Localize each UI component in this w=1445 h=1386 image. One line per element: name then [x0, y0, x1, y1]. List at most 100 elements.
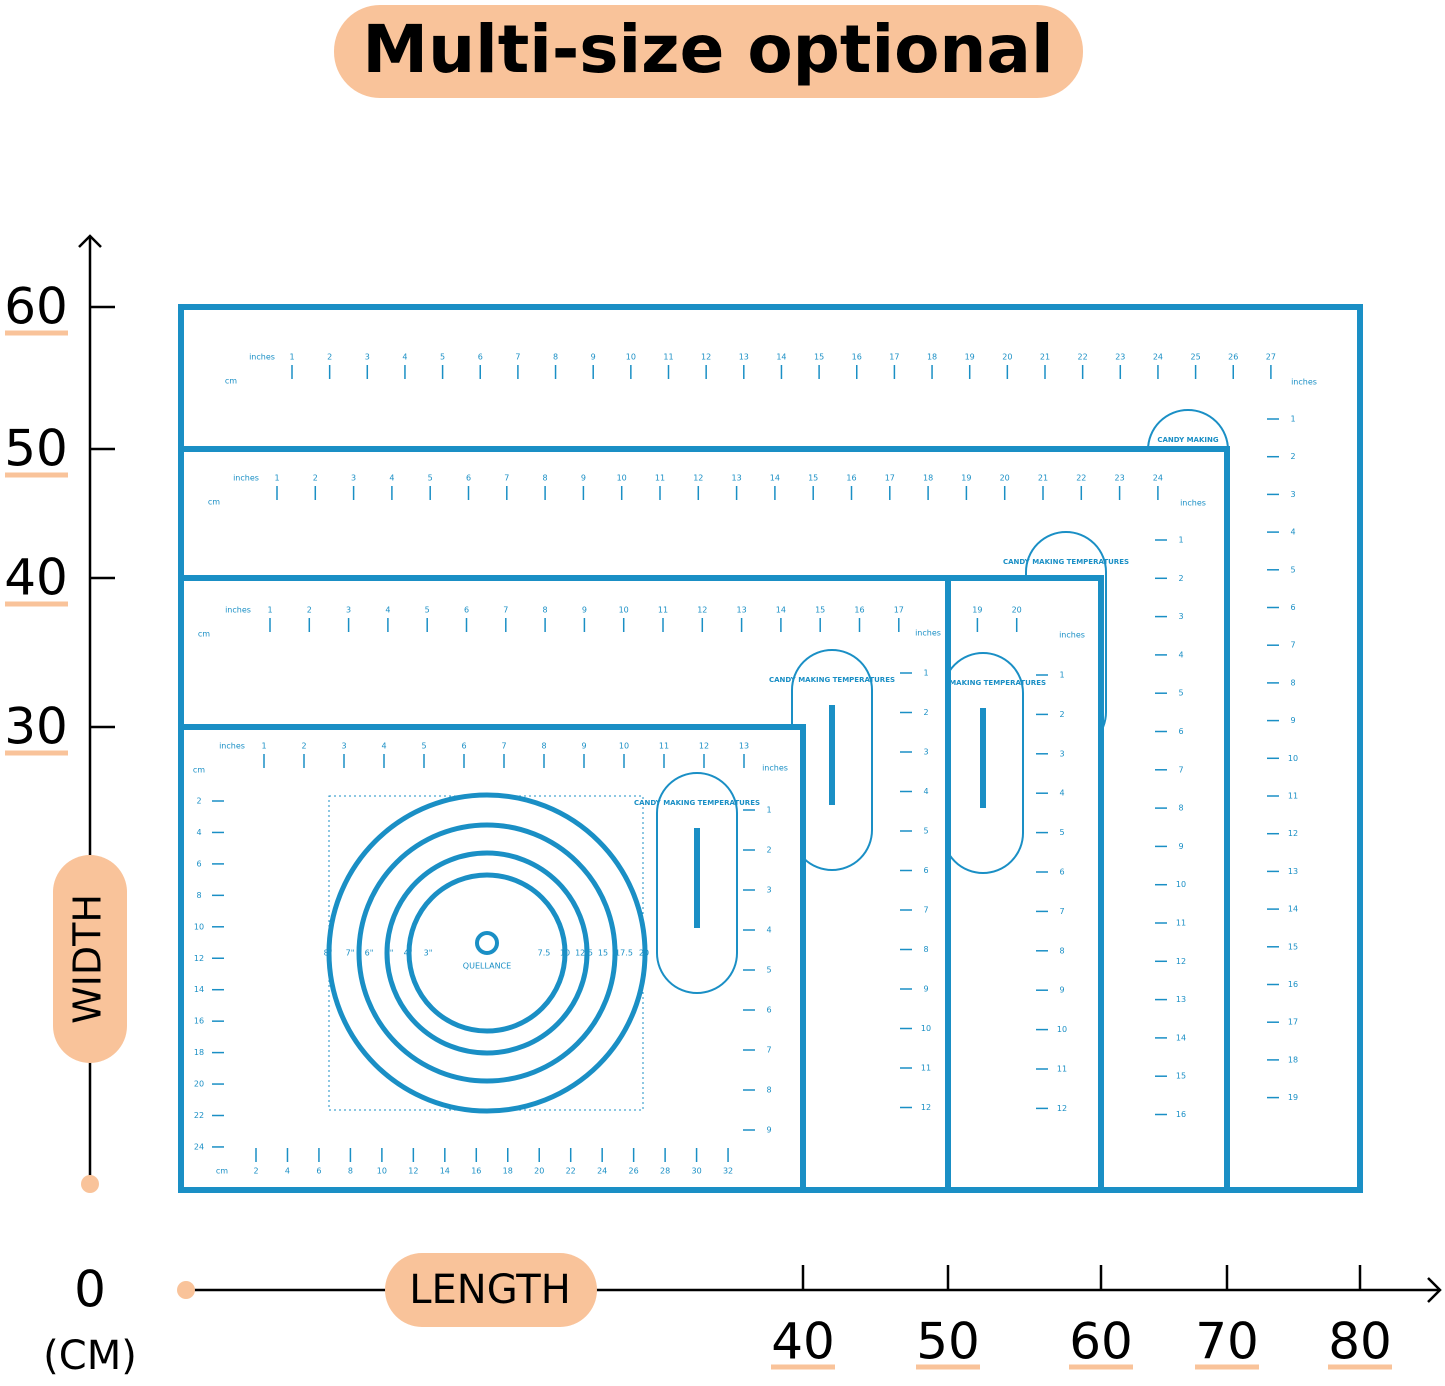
ruler-label: 11	[921, 1064, 931, 1073]
ruler-label: 13	[1176, 995, 1186, 1004]
ruler-label: 13	[1288, 867, 1298, 876]
ruler-label: 27	[1266, 353, 1276, 362]
ruler-label: 9	[1178, 842, 1183, 851]
candy-title: CANDY MAKING TEMPERATURES	[634, 799, 760, 807]
ruler-label: 4	[923, 787, 928, 796]
candy-title: CANDY MAKING	[1157, 436, 1218, 444]
ruler-label: 20	[1000, 474, 1010, 483]
ruler-label: 8	[923, 945, 928, 954]
ruler-label: 25	[1191, 353, 1201, 362]
x-tick-label: 40	[771, 1313, 835, 1371]
ruler-label: 24	[1153, 474, 1163, 483]
ruler-label: 17	[1288, 1018, 1298, 1027]
ruler-label: 10	[617, 474, 627, 483]
ruler-label: 5	[1178, 689, 1183, 698]
ruler-label: 3	[1059, 749, 1064, 758]
unit-cm: cm	[216, 1167, 228, 1176]
ruler-label: 8	[1178, 804, 1183, 813]
ruler-label: 7	[501, 742, 506, 751]
ruler-label: 20	[194, 1080, 204, 1089]
ruler-label: 3	[351, 474, 356, 483]
unit-top: inches	[233, 474, 259, 483]
ruler-label: 24	[597, 1167, 607, 1176]
width-pill	[53, 855, 127, 1063]
length-pill	[385, 1253, 597, 1327]
circle-label: 7.5	[538, 949, 551, 958]
ruler-label: 3	[365, 353, 370, 362]
unit-cm: cm	[198, 630, 210, 639]
ruler-label: 15	[808, 474, 818, 483]
ruler-label: 13	[739, 353, 749, 362]
circle-label: 4"	[404, 949, 413, 958]
ruler-label: 20	[1012, 606, 1022, 615]
y-tick-label: 60	[4, 278, 68, 336]
ruler-label: 6	[196, 859, 201, 868]
ruler-label: 4	[385, 606, 390, 615]
ruler-label: 4	[389, 474, 394, 483]
ruler-label: 4	[381, 742, 386, 751]
ruler-label: 19	[961, 474, 971, 483]
ruler-label: 20	[534, 1167, 544, 1176]
title: Multi-size optional	[362, 11, 1053, 88]
ruler-label: 14	[1176, 1033, 1186, 1042]
ruler-label: 7	[504, 474, 509, 483]
candy-title: CANDY MAKING TEMPERATURES	[769, 676, 895, 684]
ruler-label: 13	[739, 742, 749, 751]
ruler-label: 16	[1288, 980, 1298, 989]
ruler-label: 10	[377, 1167, 387, 1176]
x-tick-label: 80	[1328, 1313, 1392, 1371]
ruler-label: 8	[766, 1086, 771, 1095]
ruler-label: 10	[1288, 754, 1298, 763]
ruler-label: 7	[766, 1046, 771, 1055]
ruler-label: 2	[307, 606, 312, 615]
unit-top: inches	[225, 606, 251, 615]
ruler-label: 2	[923, 708, 928, 717]
ruler-label: 13	[732, 474, 742, 483]
ruler-label: 6	[466, 474, 471, 483]
ruler-label: 9	[1290, 716, 1295, 725]
ruler-label: 9	[923, 985, 928, 994]
length-label: LENGTH	[409, 1267, 571, 1313]
ruler-label: 8	[1059, 946, 1064, 955]
ruler-label: 32	[723, 1167, 733, 1176]
circle-guide	[326, 792, 648, 1114]
circle-label: 3"	[424, 949, 433, 958]
ruler-label: 10	[626, 353, 636, 362]
ruler-label: 8	[553, 353, 558, 362]
ruler-label: 16	[1176, 1110, 1186, 1119]
ruler-label: 1	[766, 806, 771, 815]
ruler-label: 4	[402, 353, 407, 362]
ruler-label: 2	[313, 474, 318, 483]
ruler-label: 17	[889, 353, 899, 362]
ruler-label: 15	[814, 353, 824, 362]
ruler-label: 12	[194, 954, 204, 963]
logo	[475, 931, 499, 955]
ruler-label: 9	[581, 742, 586, 751]
ruler-label: 10	[619, 742, 629, 751]
ruler-label: 1	[289, 353, 294, 362]
ruler-label: 7	[1178, 765, 1183, 774]
ruler-label: 1	[267, 606, 272, 615]
ruler-label: 8	[543, 474, 548, 483]
circle-label: 6"	[365, 949, 374, 958]
ruler-label: 6	[316, 1167, 321, 1176]
ruler-label: 14	[776, 606, 786, 615]
ruler-label: 11	[1176, 919, 1186, 928]
ruler-label: 9	[1059, 986, 1064, 995]
circle-label: 7"	[346, 949, 355, 958]
ruler-label: 18	[194, 1048, 204, 1057]
ruler-label: 7	[923, 906, 928, 915]
ruler-label: 5	[766, 966, 771, 975]
unit-side: inches	[1291, 378, 1317, 387]
ruler-label: 18	[1288, 1055, 1298, 1064]
ruler-label: 12	[697, 606, 707, 615]
y-tick-label: 40	[4, 549, 68, 607]
thermometer	[791, 649, 873, 871]
ruler-label: 23	[1115, 353, 1125, 362]
ruler-label: 21	[1038, 474, 1048, 483]
ruler-label: 12	[1176, 957, 1186, 966]
ruler-label: 4	[1290, 528, 1295, 537]
mats: 1 2 3 4 5 6 7 8 9 10 11 12 13 14 15 16 17 18 19 20 21 22 23 24 2…	[178, 304, 1363, 1193]
ruler-label: 1	[1178, 536, 1183, 545]
